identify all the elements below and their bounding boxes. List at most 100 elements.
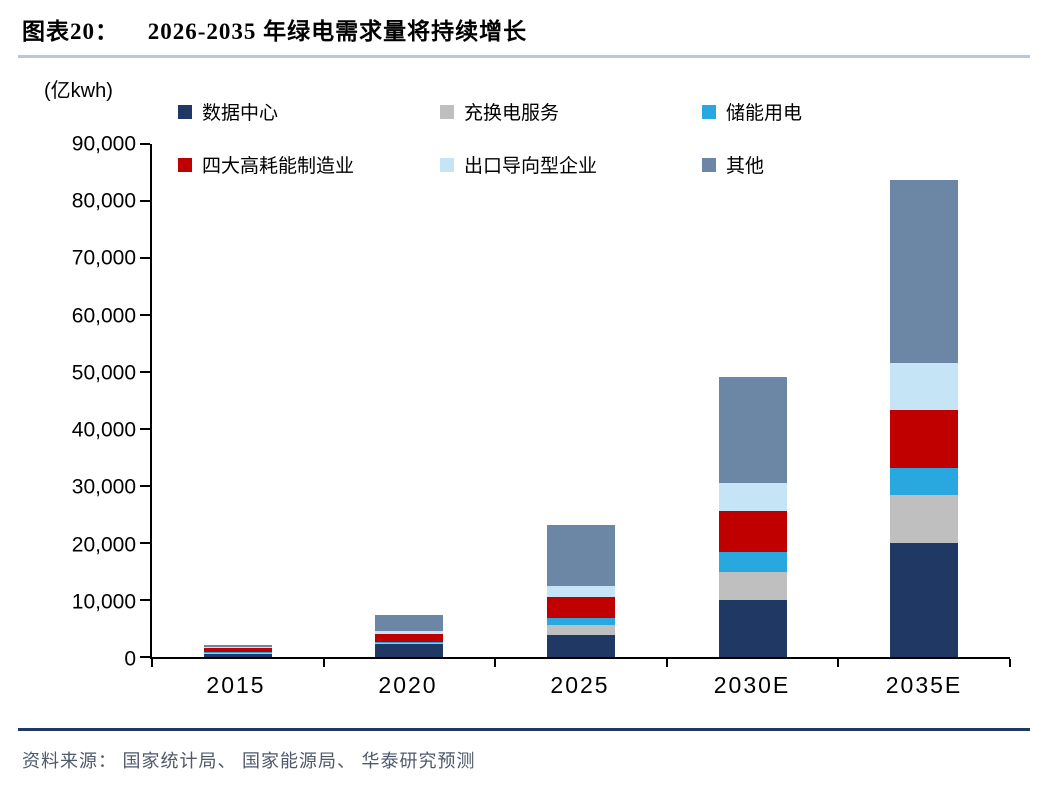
bar-slot — [838, 144, 1010, 657]
bar-segment — [203, 653, 272, 654]
legend-item: 数据中心 — [178, 98, 440, 125]
bar-segment — [375, 641, 444, 643]
legend-swatch — [440, 104, 454, 119]
bar-segment — [718, 572, 787, 600]
legend-swatch — [440, 157, 454, 172]
y-tick-mark — [140, 428, 150, 430]
stacked-bar — [375, 144, 444, 657]
bar-segment — [890, 543, 959, 657]
x-tick-label: 2020 — [378, 672, 438, 698]
y-tick-label: 30,000 — [71, 475, 136, 499]
y-tick-mark — [140, 599, 150, 601]
bar-segment — [203, 646, 272, 648]
x-tick-mark — [322, 659, 325, 667]
legend-swatch — [702, 157, 716, 172]
y-tick-mark — [140, 314, 150, 316]
legend-item: 出口导向型企业 — [440, 151, 702, 178]
bar-segment — [546, 625, 615, 635]
y-tick-label: 60,000 — [71, 304, 136, 328]
y-tick-mark — [140, 371, 150, 373]
bar-slot — [495, 144, 667, 657]
header-divider — [18, 55, 1030, 58]
figure-title: 2026-2035 年绿电需求量将持续增长 — [147, 19, 528, 44]
y-tick-mark — [140, 200, 150, 202]
bar-segment — [375, 633, 444, 642]
bar-segment — [718, 552, 787, 573]
bar-segment — [203, 645, 272, 647]
legend-item: 其他 — [702, 151, 802, 178]
bar-segment — [375, 631, 444, 634]
y-tick-label: 0 — [124, 647, 136, 671]
x-tick-mark — [837, 659, 840, 667]
legend-label: 数据中心 — [202, 103, 279, 124]
stacked-bar — [546, 144, 615, 657]
bar-segment — [546, 585, 615, 597]
legend-swatch — [178, 104, 192, 119]
bar-segment — [375, 642, 444, 645]
bar-segment — [890, 495, 959, 543]
y-ticks — [140, 143, 152, 658]
y-tick-label: 10,000 — [71, 590, 136, 614]
y-tick-label: 20,000 — [71, 533, 136, 557]
bar-segment — [718, 600, 787, 657]
y-tick-label: 90,000 — [71, 132, 136, 156]
legend-swatch — [178, 157, 192, 172]
x-tick-mark — [494, 659, 497, 667]
bar-slot — [667, 144, 839, 657]
legend-item: 四大高耗能制造业 — [178, 151, 440, 178]
bar-segment — [546, 618, 615, 626]
stacked-bar — [203, 144, 272, 657]
x-tick-mark — [1009, 659, 1011, 667]
bar-segment — [546, 634, 615, 657]
legend-label: 充换电服务 — [464, 103, 560, 124]
bar-segment — [546, 524, 615, 586]
bar-segment — [546, 596, 615, 619]
y-tick-label: 40,000 — [71, 418, 136, 442]
legend-item: 充换电服务 — [440, 98, 702, 125]
stacked-bar — [890, 144, 959, 657]
bar-segment — [375, 615, 444, 632]
y-tick-mark — [140, 656, 150, 658]
plot-area — [140, 143, 1011, 667]
x-axis-labels: 2015 2020 2025 2030E 2035E — [150, 672, 1010, 699]
stacked-bar-chart: (亿kwh) 数据中心 充换电服务 储能用电四大高耗能制造业 出口导向型企业 其他 0 1… — [0, 60, 1048, 728]
figure-header: 图表20： 2026-2035 年绿电需求量将持续增长 — [0, 0, 1048, 52]
bar-segment — [890, 179, 959, 363]
bar-segment — [203, 653, 272, 657]
legend-label: 储能用电 — [726, 103, 803, 124]
bar-segment — [375, 644, 444, 657]
figure-number-label: 图表20： — [22, 19, 119, 44]
y-tick-label: 50,000 — [71, 361, 136, 385]
bar-segment — [718, 376, 787, 484]
x-tick-mark — [151, 659, 153, 667]
y-tick-mark — [140, 485, 150, 487]
x-tick-label: 2025 — [550, 672, 610, 698]
x-tick-label: 2035E — [885, 672, 963, 698]
x-ticks — [151, 657, 1011, 667]
bar-segment — [203, 647, 272, 653]
legend-label: 其他 — [726, 156, 765, 177]
bar-segment — [890, 362, 959, 410]
bars — [152, 144, 1010, 657]
bar-segment — [890, 409, 959, 469]
y-tick-mark — [140, 143, 150, 145]
source-note: 资料来源： 国家统计局、 国家能源局、 华泰研究预测 — [22, 751, 476, 771]
legend-item: 储能用电 — [702, 98, 802, 125]
legend: 数据中心 充换电服务 储能用电四大高耗能制造业 出口导向型企业 其他 — [178, 98, 802, 178]
y-tick-mark — [140, 257, 150, 259]
x-tick-label: 2015 — [206, 672, 266, 698]
y-tick-mark — [140, 542, 150, 544]
y-axis-labels: 0 10,000 20,000 30,000 40,000 50,000 60,000 70,… — [0, 134, 136, 670]
bar-segment — [203, 652, 272, 654]
bar-segment — [718, 483, 787, 511]
x-tick-label: 2030E — [713, 672, 791, 698]
bar-slot — [152, 144, 324, 657]
bar-segment — [890, 468, 959, 496]
stacked-bar — [718, 144, 787, 657]
y-tick-label: 80,000 — [71, 189, 136, 213]
y-axis-unit-label: (亿kwh) — [44, 80, 113, 102]
legend-label: 出口导向型企业 — [464, 156, 598, 177]
y-tick-label: 70,000 — [71, 246, 136, 270]
legend-swatch — [702, 104, 716, 119]
